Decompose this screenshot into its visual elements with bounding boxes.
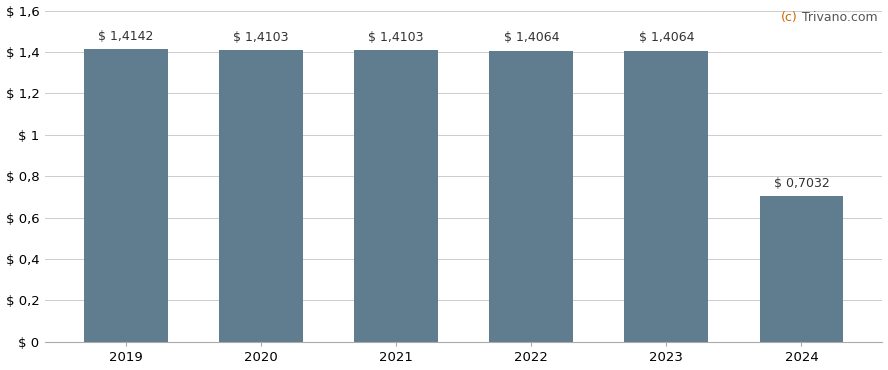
Text: Trivano.com: Trivano.com <box>797 11 877 24</box>
Bar <box>759 196 844 342</box>
Bar <box>219 50 303 342</box>
Text: $ 1,4064: $ 1,4064 <box>638 31 694 44</box>
Bar <box>84 49 168 342</box>
Text: $ 1,4142: $ 1,4142 <box>99 30 154 43</box>
Text: (c): (c) <box>781 11 797 24</box>
Bar <box>354 50 438 342</box>
Bar <box>489 51 573 342</box>
Text: $ 0,7032: $ 0,7032 <box>773 177 829 190</box>
Text: $ 1,4103: $ 1,4103 <box>369 31 424 44</box>
Text: $ 1,4103: $ 1,4103 <box>234 31 289 44</box>
Bar <box>624 51 709 342</box>
Text: $ 1,4064: $ 1,4064 <box>503 31 559 44</box>
